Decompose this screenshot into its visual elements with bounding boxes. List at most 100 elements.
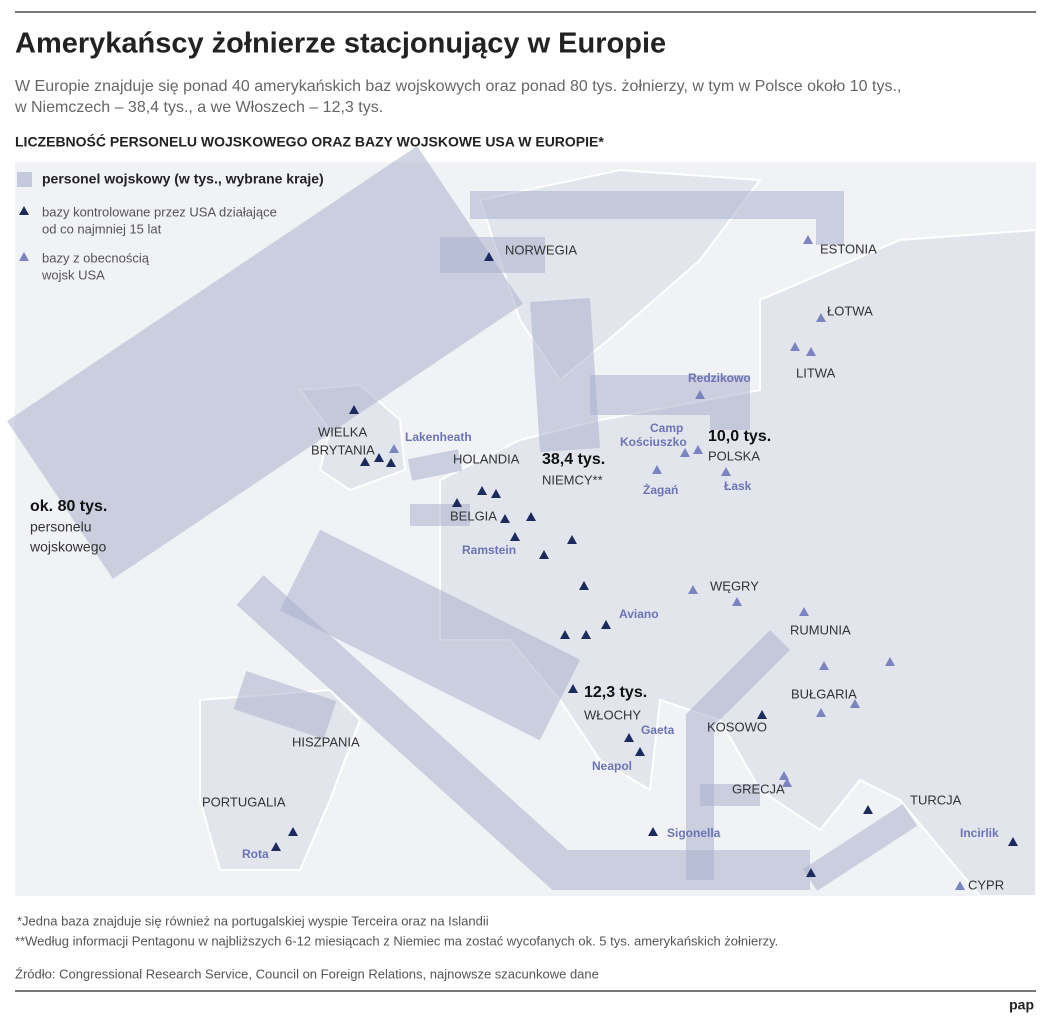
country-labels: NORWEGIA ESTONIA ŁOTWA LITWA POLSKA NIEM… <box>202 241 1004 892</box>
base-labels: Redzikowo Camp Kościuszko Żagań Łask Lak… <box>242 371 999 861</box>
base-marker <box>539 550 549 559</box>
country-label: GRECJA <box>732 781 785 796</box>
legend-label: bazy kontrolowane przez USA działające <box>42 204 277 219</box>
base-marker <box>732 597 742 606</box>
base-marker <box>779 771 789 780</box>
country-label: CYPR <box>968 877 1004 892</box>
base-label: Aviano <box>619 607 659 621</box>
base-marker <box>688 585 698 594</box>
base-label: Neapol <box>592 759 632 773</box>
figure-caption: wojskowego <box>29 539 106 555</box>
base-label: Lakenheath <box>405 430 472 444</box>
figure-label: 38,4 tys. <box>542 451 605 468</box>
flow-band <box>407 449 463 481</box>
base-marker <box>452 498 462 507</box>
legend-label: wojsk USA <box>41 267 105 282</box>
base-marker <box>568 684 578 693</box>
base-marker <box>560 630 570 639</box>
flow-band <box>590 375 750 430</box>
base-marker <box>955 881 965 890</box>
logo: pap <box>1009 997 1034 1013</box>
flow-band <box>7 146 523 579</box>
legend-symbol <box>19 252 29 261</box>
country-label: BELGIA <box>450 508 497 523</box>
country-label: HISZPANIA <box>292 734 360 749</box>
country-label: BUŁGARIA <box>791 686 857 701</box>
base-marker <box>510 532 520 541</box>
flow-band <box>236 575 810 890</box>
country-label: RUMUNIA <box>790 622 851 637</box>
country-label: POLSKA <box>708 448 760 463</box>
base-label: Kościuszko <box>620 435 687 449</box>
base-marker <box>386 458 396 467</box>
legend-label: personel wojskowy (w tys., wybrane kraje… <box>42 171 324 187</box>
base-label: Gaeta <box>641 723 675 737</box>
map <box>7 146 1037 897</box>
country-label: BRYTANIA <box>311 442 375 457</box>
base-marker <box>601 620 611 629</box>
country-label: KOSOWO <box>707 719 767 734</box>
country-label: NIEMCY** <box>542 472 603 487</box>
base-marker <box>581 630 591 639</box>
base-marker <box>803 235 813 244</box>
base-marker <box>680 448 690 457</box>
flow-band <box>470 191 844 245</box>
country-label: ŁOTWA <box>827 303 873 318</box>
subtitle: W Europie znajduje się ponad 40 amerykań… <box>15 78 901 95</box>
base-marker <box>349 405 359 414</box>
base-marker <box>484 252 494 261</box>
figure-labels: ok. 80 tys. personelu wojskowego 38,4 ty… <box>29 428 771 701</box>
subtitle: w Niemczech – 38,4 tys., a we Włoszech –… <box>14 99 383 116</box>
base-marker <box>806 868 816 877</box>
flow-band <box>233 671 337 739</box>
country-label: LITWA <box>796 365 836 380</box>
base-marker <box>757 710 767 719</box>
base-marker <box>567 535 577 544</box>
base-marker <box>271 842 281 851</box>
base-marker <box>850 699 860 708</box>
figure-label: 12,3 tys. <box>584 684 647 701</box>
country-label: WIELKA <box>318 424 367 439</box>
flow-band <box>279 529 581 741</box>
base-marker <box>782 778 792 787</box>
base-marker <box>491 489 501 498</box>
country-label: PORTUGALIA <box>202 794 286 809</box>
base-label: Incirlik <box>960 826 999 840</box>
base-marker <box>389 444 399 453</box>
flow-band <box>686 630 790 880</box>
legend-label: bazy z obecnością <box>42 250 150 265</box>
footnote: **Według informacji Pentagonu w najbliżs… <box>15 933 778 948</box>
country-label: ESTONIA <box>820 241 877 256</box>
base-marker <box>624 733 634 742</box>
base-marker <box>635 747 645 756</box>
base-marker <box>885 657 895 666</box>
base-marker <box>1008 837 1018 846</box>
figure-caption: personelu <box>30 519 92 535</box>
base-marker <box>695 390 705 399</box>
base-marker <box>721 467 731 476</box>
figure-label: ok. 80 tys. <box>30 498 107 515</box>
base-label: Camp <box>650 421 683 435</box>
base-marker <box>288 827 298 836</box>
base-label: Ramstein <box>462 543 516 557</box>
base-marker <box>790 342 800 351</box>
flow-band <box>530 298 600 452</box>
country-label: WŁOCHY <box>584 707 641 722</box>
base-label: Rota <box>242 847 269 861</box>
base-marker <box>806 347 816 356</box>
footnote: *Jedna baza znajduje się również na port… <box>17 913 489 928</box>
base-marker <box>863 805 873 814</box>
legend-label: od co najmniej 15 lat <box>42 221 162 236</box>
country-label: TURCJA <box>910 792 962 807</box>
base-marker <box>500 514 510 523</box>
base-marker <box>648 827 658 836</box>
base-marker <box>652 465 662 474</box>
base-marker <box>526 512 536 521</box>
source: Źródło: Congressional Research Service, … <box>15 966 599 981</box>
legend: personel wojskowy (w tys., wybrane kraje… <box>17 171 324 282</box>
base-label: Żagań <box>643 482 678 497</box>
base-marker <box>579 581 589 590</box>
base-marker <box>799 607 809 616</box>
base-label: Łask <box>724 479 752 493</box>
